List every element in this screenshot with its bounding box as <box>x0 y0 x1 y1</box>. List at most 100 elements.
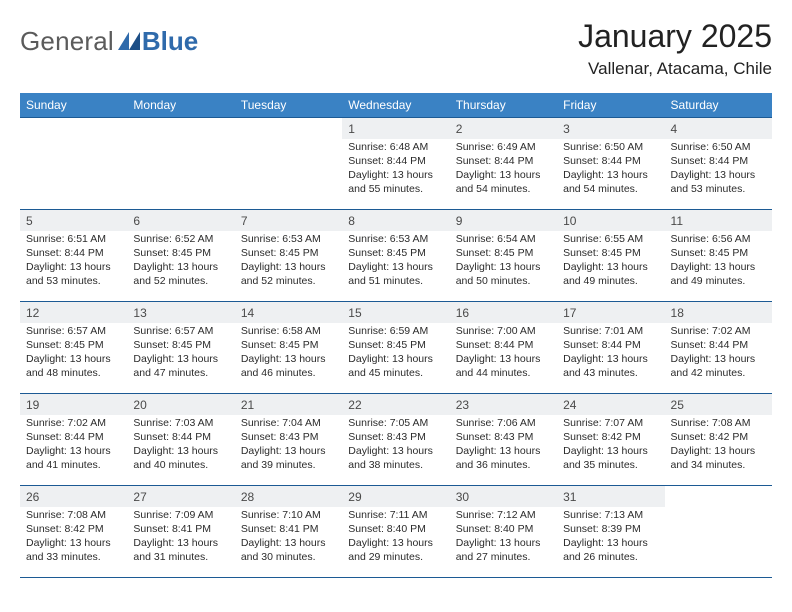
weekday-header: Wednesday <box>342 93 449 118</box>
day-line: Daylight: 13 hours and 33 minutes. <box>26 537 121 565</box>
day-line: Daylight: 13 hours and 53 minutes. <box>671 169 766 197</box>
day-number: 14 <box>235 302 342 323</box>
day-number: 28 <box>235 486 342 507</box>
calendar-cell: 5Sunrise: 6:51 AMSunset: 8:44 PMDaylight… <box>20 210 127 302</box>
day-body: Sunrise: 6:48 AMSunset: 8:44 PMDaylight:… <box>342 139 449 209</box>
calendar-cell: 29Sunrise: 7:11 AMSunset: 8:40 PMDayligh… <box>342 486 449 578</box>
day-body: Sunrise: 7:06 AMSunset: 8:43 PMDaylight:… <box>450 415 557 485</box>
day-number: 11 <box>665 210 772 231</box>
day-number: 24 <box>557 394 664 415</box>
day-body: Sunrise: 7:08 AMSunset: 8:42 PMDaylight:… <box>665 415 772 485</box>
day-line: Sunrise: 7:03 AM <box>133 417 228 431</box>
day-body: Sunrise: 7:07 AMSunset: 8:42 PMDaylight:… <box>557 415 664 485</box>
day-line: Daylight: 13 hours and 55 minutes. <box>348 169 443 197</box>
day-body <box>665 507 772 577</box>
day-line: Sunset: 8:43 PM <box>456 431 551 445</box>
day-number: 9 <box>450 210 557 231</box>
day-line: Sunrise: 7:02 AM <box>26 417 121 431</box>
day-number: 22 <box>342 394 449 415</box>
day-line: Daylight: 13 hours and 34 minutes. <box>671 445 766 473</box>
calendar-cell <box>127 118 234 210</box>
day-line: Daylight: 13 hours and 41 minutes. <box>26 445 121 473</box>
day-line: Sunset: 8:45 PM <box>241 339 336 353</box>
calendar-cell: 17Sunrise: 7:01 AMSunset: 8:44 PMDayligh… <box>557 302 664 394</box>
day-line: Sunrise: 7:04 AM <box>241 417 336 431</box>
day-body <box>20 139 127 209</box>
calendar-cell: 10Sunrise: 6:55 AMSunset: 8:45 PMDayligh… <box>557 210 664 302</box>
day-line: Sunset: 8:44 PM <box>348 155 443 169</box>
day-line: Sunset: 8:42 PM <box>563 431 658 445</box>
day-number: 12 <box>20 302 127 323</box>
calendar-cell: 16Sunrise: 7:00 AMSunset: 8:44 PMDayligh… <box>450 302 557 394</box>
day-line: Daylight: 13 hours and 30 minutes. <box>241 537 336 565</box>
day-line: Sunset: 8:45 PM <box>671 247 766 261</box>
day-line: Sunset: 8:44 PM <box>456 155 551 169</box>
day-line: Sunrise: 6:51 AM <box>26 233 121 247</box>
day-number <box>20 118 127 139</box>
day-body: Sunrise: 6:53 AMSunset: 8:45 PMDaylight:… <box>235 231 342 301</box>
day-line: Daylight: 13 hours and 45 minutes. <box>348 353 443 381</box>
day-line: Daylight: 13 hours and 35 minutes. <box>563 445 658 473</box>
calendar-cell <box>20 118 127 210</box>
day-number <box>127 118 234 139</box>
day-number: 17 <box>557 302 664 323</box>
weekday-header: Sunday <box>20 93 127 118</box>
day-line: Sunset: 8:44 PM <box>456 339 551 353</box>
day-body: Sunrise: 6:54 AMSunset: 8:45 PMDaylight:… <box>450 231 557 301</box>
day-body: Sunrise: 7:08 AMSunset: 8:42 PMDaylight:… <box>20 507 127 577</box>
logo-text-blue: Blue <box>142 26 198 57</box>
day-line: Daylight: 13 hours and 51 minutes. <box>348 261 443 289</box>
day-body: Sunrise: 6:51 AMSunset: 8:44 PMDaylight:… <box>20 231 127 301</box>
calendar-cell: 4Sunrise: 6:50 AMSunset: 8:44 PMDaylight… <box>665 118 772 210</box>
logo-text-general: General <box>20 26 114 57</box>
day-line: Sunrise: 6:48 AM <box>348 141 443 155</box>
day-line: Sunset: 8:45 PM <box>348 247 443 261</box>
day-line: Sunset: 8:43 PM <box>241 431 336 445</box>
calendar-cell: 2Sunrise: 6:49 AMSunset: 8:44 PMDaylight… <box>450 118 557 210</box>
day-line: Sunset: 8:45 PM <box>26 339 121 353</box>
day-number: 7 <box>235 210 342 231</box>
calendar-cell: 9Sunrise: 6:54 AMSunset: 8:45 PMDaylight… <box>450 210 557 302</box>
day-line: Sunset: 8:42 PM <box>671 431 766 445</box>
calendar-body: 1Sunrise: 6:48 AMSunset: 8:44 PMDaylight… <box>20 118 772 578</box>
day-line: Sunrise: 7:10 AM <box>241 509 336 523</box>
day-body: Sunrise: 6:55 AMSunset: 8:45 PMDaylight:… <box>557 231 664 301</box>
calendar-cell: 15Sunrise: 6:59 AMSunset: 8:45 PMDayligh… <box>342 302 449 394</box>
day-body: Sunrise: 6:50 AMSunset: 8:44 PMDaylight:… <box>557 139 664 209</box>
logo: General Blue <box>20 18 198 57</box>
day-number: 20 <box>127 394 234 415</box>
day-body: Sunrise: 7:12 AMSunset: 8:40 PMDaylight:… <box>450 507 557 577</box>
calendar-cell: 13Sunrise: 6:57 AMSunset: 8:45 PMDayligh… <box>127 302 234 394</box>
day-number: 27 <box>127 486 234 507</box>
calendar-cell: 6Sunrise: 6:52 AMSunset: 8:45 PMDaylight… <box>127 210 234 302</box>
day-line: Daylight: 13 hours and 54 minutes. <box>563 169 658 197</box>
day-line: Sunset: 8:44 PM <box>26 431 121 445</box>
day-line: Sunset: 8:44 PM <box>671 339 766 353</box>
day-line: Daylight: 13 hours and 40 minutes. <box>133 445 228 473</box>
day-line: Sunset: 8:44 PM <box>671 155 766 169</box>
calendar-week-row: 12Sunrise: 6:57 AMSunset: 8:45 PMDayligh… <box>20 302 772 394</box>
day-line: Daylight: 13 hours and 53 minutes. <box>26 261 121 289</box>
day-body: Sunrise: 7:00 AMSunset: 8:44 PMDaylight:… <box>450 323 557 393</box>
day-line: Sunrise: 6:56 AM <box>671 233 766 247</box>
weekday-header: Monday <box>127 93 234 118</box>
day-body: Sunrise: 7:05 AMSunset: 8:43 PMDaylight:… <box>342 415 449 485</box>
day-number <box>235 118 342 139</box>
calendar-week-row: 5Sunrise: 6:51 AMSunset: 8:44 PMDaylight… <box>20 210 772 302</box>
day-line: Sunrise: 7:12 AM <box>456 509 551 523</box>
day-line: Sunset: 8:44 PM <box>563 155 658 169</box>
day-line: Sunrise: 6:53 AM <box>241 233 336 247</box>
day-body: Sunrise: 7:01 AMSunset: 8:44 PMDaylight:… <box>557 323 664 393</box>
calendar-cell: 26Sunrise: 7:08 AMSunset: 8:42 PMDayligh… <box>20 486 127 578</box>
day-line: Sunrise: 6:54 AM <box>456 233 551 247</box>
day-number: 29 <box>342 486 449 507</box>
day-line: Sunrise: 7:01 AM <box>563 325 658 339</box>
day-line: Sunrise: 7:09 AM <box>133 509 228 523</box>
calendar-cell: 23Sunrise: 7:06 AMSunset: 8:43 PMDayligh… <box>450 394 557 486</box>
logo-mark-icon <box>118 32 140 50</box>
day-line: Sunset: 8:42 PM <box>26 523 121 537</box>
day-line: Sunrise: 7:00 AM <box>456 325 551 339</box>
calendar-cell: 24Sunrise: 7:07 AMSunset: 8:42 PMDayligh… <box>557 394 664 486</box>
day-line: Daylight: 13 hours and 29 minutes. <box>348 537 443 565</box>
calendar-cell <box>235 118 342 210</box>
